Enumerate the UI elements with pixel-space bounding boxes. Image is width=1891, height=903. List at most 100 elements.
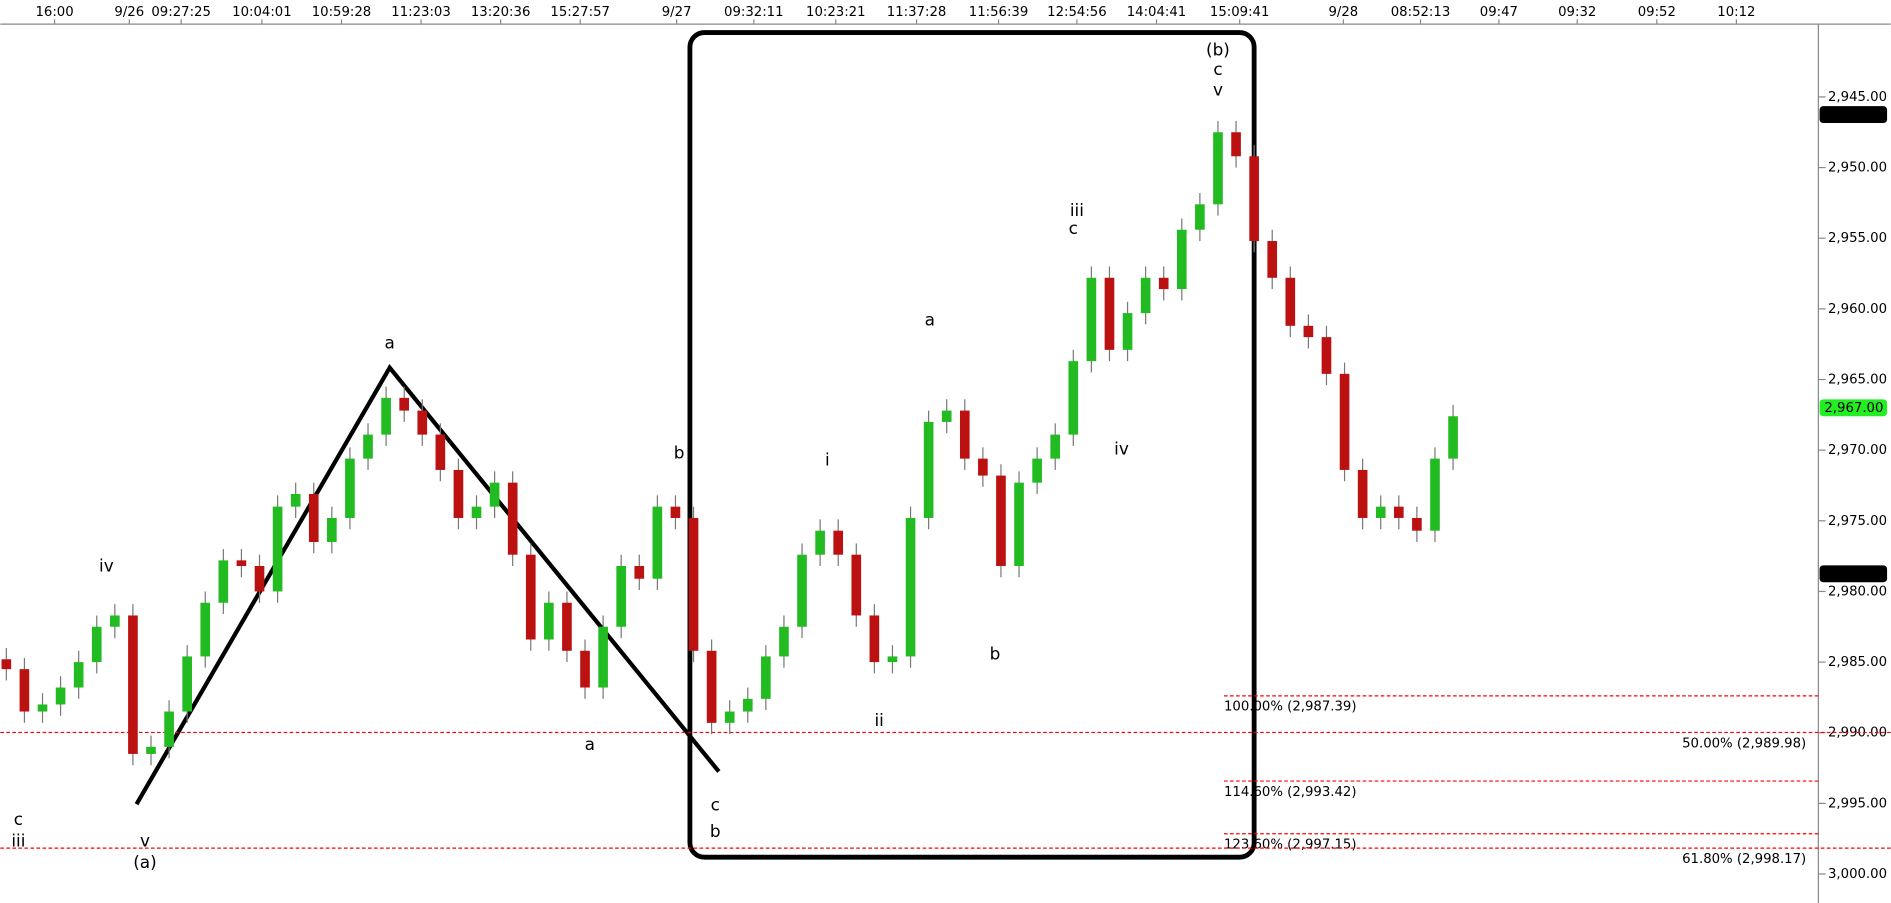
candle-body	[724, 711, 735, 723]
x-tick-label: 14:04:41	[1127, 5, 1187, 20]
candle	[978, 447, 988, 487]
candle-body	[544, 602, 554, 640]
candle	[996, 464, 1006, 578]
candle-body	[616, 566, 627, 627]
candle	[724, 700, 735, 735]
x-tick-label: 09:32:11	[724, 5, 784, 20]
candle	[616, 554, 627, 639]
candle-body	[525, 554, 536, 640]
y-tick-label: 2,945.00	[1828, 90, 1887, 105]
candle	[1032, 447, 1042, 494]
wave-label: iv	[1114, 439, 1129, 459]
candle-body	[290, 493, 301, 507]
candle-body	[634, 566, 645, 579]
candle-body	[1249, 156, 1259, 242]
candle-body	[1393, 506, 1404, 518]
candle-body	[1104, 277, 1115, 350]
candle	[308, 482, 319, 554]
candle-body	[381, 397, 391, 435]
candle	[1050, 423, 1061, 470]
wave-label: i	[825, 450, 830, 470]
wave-label: ii	[875, 710, 884, 730]
candle	[1267, 229, 1278, 290]
wave-label: a	[385, 333, 395, 353]
candle	[1104, 266, 1115, 362]
candle-body	[1267, 241, 1278, 278]
candle	[164, 700, 174, 759]
candle-body	[1321, 337, 1332, 374]
candle	[1448, 404, 1458, 470]
candle-body	[1375, 506, 1386, 518]
candle-body	[1357, 469, 1368, 518]
candle	[363, 423, 373, 470]
x-tick-label: 11:37:28	[887, 5, 947, 20]
x-tick-label: 09:52	[1638, 5, 1676, 20]
x-tick-label: 15:09:41	[1210, 5, 1270, 20]
wave-label: iv	[99, 556, 114, 576]
candle	[453, 458, 464, 530]
x-tick-label: 10:59:28	[312, 5, 372, 20]
candle-body	[706, 650, 717, 723]
fib-label: 123.60% (2,997.15)	[1224, 838, 1357, 853]
fib-label: 61.80% (2,998.17)	[1682, 852, 1806, 867]
candle-body	[1014, 482, 1024, 567]
x-tick-label: 10:12	[1717, 5, 1755, 20]
x-tick-label: 09:47	[1480, 5, 1518, 20]
candle	[1321, 325, 1332, 386]
y-tick-label: 2,955.00	[1828, 231, 1887, 246]
wave-label: v	[140, 831, 150, 851]
candle-body	[923, 421, 934, 518]
wave-lines	[134, 364, 721, 806]
y-tick-label: 2,980.00	[1828, 584, 1887, 599]
candle	[670, 495, 681, 530]
candle	[1014, 471, 1024, 578]
price-marker-label: 2,946.25	[1824, 108, 1883, 123]
candle	[869, 604, 880, 674]
candle-body	[164, 711, 174, 747]
candle-body	[1158, 277, 1169, 290]
candle	[345, 447, 355, 530]
candle	[1231, 120, 1241, 168]
candle-body	[1285, 277, 1296, 326]
candle-body	[218, 560, 229, 603]
candle-body	[761, 656, 771, 699]
candle-body	[1412, 517, 1422, 531]
candle	[91, 615, 102, 674]
candle-body	[128, 615, 138, 754]
candle-body	[1448, 416, 1458, 459]
candle	[182, 645, 192, 723]
candle	[851, 543, 862, 627]
candle-body	[308, 493, 319, 542]
candle	[37, 693, 48, 723]
y-tick-label: 2,985.00	[1828, 655, 1887, 670]
candle	[887, 645, 898, 674]
candle-body	[182, 656, 192, 712]
candle	[1375, 495, 1386, 530]
candle-body	[562, 602, 572, 651]
price-marker-label: 2,967.00	[1824, 401, 1883, 416]
candle	[598, 615, 608, 699]
wave-label: iii	[11, 831, 25, 851]
candle	[1430, 447, 1440, 542]
candle	[1339, 362, 1350, 482]
wave-label: b	[710, 821, 721, 841]
candle-body	[254, 566, 265, 592]
candle	[761, 645, 771, 711]
y-tick-label: 2,990.00	[1828, 726, 1887, 741]
candle-body	[471, 506, 482, 518]
wave-label: (a)	[133, 852, 157, 872]
x-tick-label: 9/27	[662, 5, 692, 20]
candle	[941, 399, 952, 434]
x-tick-label: 9/26	[114, 5, 144, 20]
candle-body	[1339, 373, 1350, 470]
candle-body	[363, 434, 373, 459]
y-tick-label: 2,960.00	[1828, 302, 1887, 317]
candle	[471, 495, 482, 530]
candle	[634, 554, 645, 591]
candle-body	[91, 626, 102, 663]
wave-label: (b)	[1206, 40, 1230, 60]
wave-label: a	[925, 310, 935, 330]
candle-body	[869, 615, 880, 663]
candle	[55, 676, 66, 716]
candle	[1213, 120, 1223, 216]
